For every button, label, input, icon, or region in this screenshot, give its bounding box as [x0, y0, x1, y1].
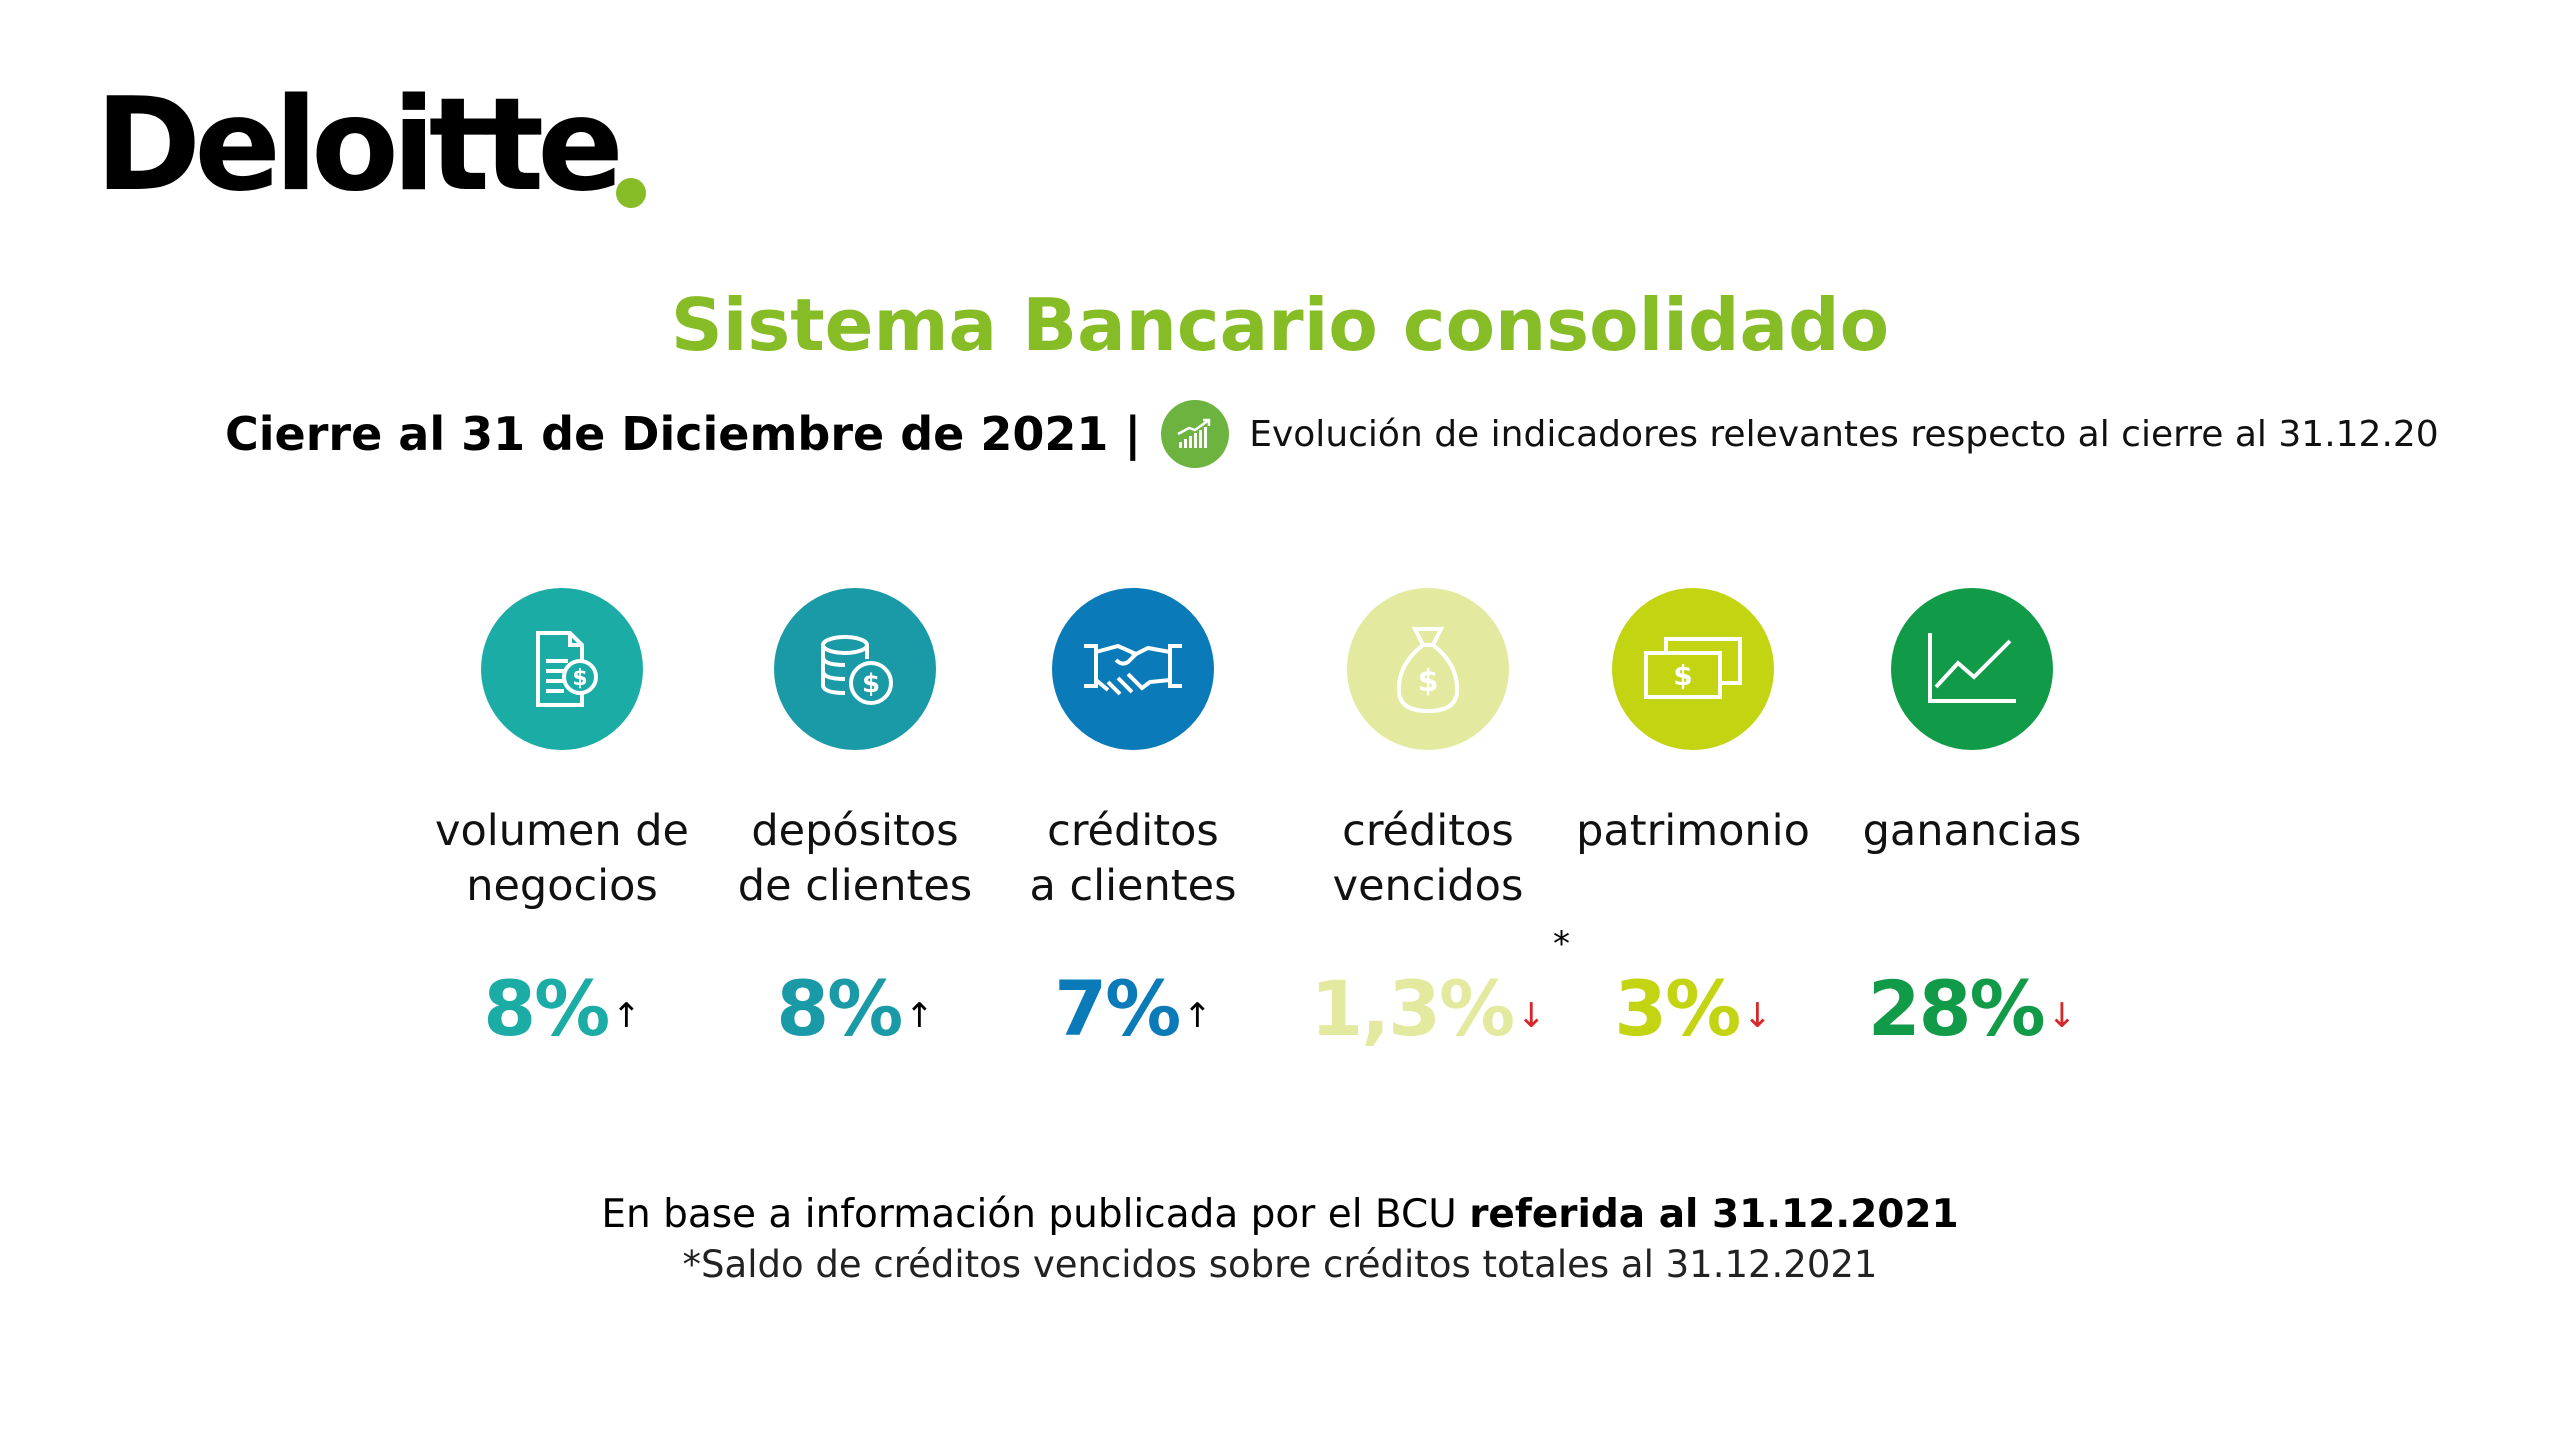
- indicator-circle: [1052, 588, 1214, 750]
- trend-chart-icon: [1161, 400, 1230, 468]
- indicator-label: ganancias: [1862, 806, 2082, 856]
- indicator-value-wrap: 3% ↓: [1543, 964, 1843, 1054]
- indicator-creditos-clientes: créditos a clientes 7% ↑: [983, 588, 1283, 1054]
- svg-text:$: $: [1673, 659, 1692, 692]
- source-note: En base a información publicada por el B…: [601, 1192, 1959, 1237]
- indicator-value-wrap: 28% ↓: [1822, 964, 2122, 1054]
- trend-arrow-icon: ↓: [1517, 996, 1546, 1036]
- trend-arrow-icon: ↑: [1183, 996, 1212, 1036]
- separator: |: [1124, 407, 1142, 461]
- indicator-volumen-negocios: $ volumen de negocios 8% ↑: [412, 588, 712, 1054]
- indicator-creditos-vencidos: $ créditos vencidos 1,3% ↓ *: [1278, 588, 1578, 1054]
- svg-text:$: $: [1418, 664, 1439, 699]
- indicator-value: 7%: [1054, 964, 1181, 1053]
- indicator-value: 8%: [776, 964, 903, 1053]
- svg-text:$: $: [572, 666, 587, 691]
- logo-dot: [616, 178, 646, 208]
- source-date: referida al 31.12.2021: [1469, 1192, 1959, 1237]
- indicator-value-wrap: 8% ↑: [705, 964, 1005, 1054]
- page-title: Sistema Bancario consolidado: [670, 283, 1890, 367]
- indicator-circle: $: [1347, 588, 1509, 750]
- indicator-value: 1,3%: [1310, 964, 1515, 1053]
- svg-text:$: $: [862, 669, 880, 699]
- footnote-marker: *: [1553, 924, 1570, 964]
- indicator-depositos-clientes: $ depósitos de clientes 8% ↑: [705, 588, 1005, 1054]
- indicator-circle: $: [481, 588, 643, 750]
- subtitle-row: Cierre al 31 de Diciembre de 2021 | Evol…: [225, 398, 2439, 470]
- indicator-circle: $: [1612, 588, 1774, 750]
- footnote: *Saldo de créditos vencidos sobre crédit…: [682, 1243, 1878, 1286]
- deloitte-logo: Deloitte: [95, 71, 624, 220]
- trend-arrow-icon: ↓: [1743, 996, 1772, 1036]
- closing-date-heading: Cierre al 31 de Diciembre de 2021: [225, 407, 1109, 461]
- indicator-value-wrap: 8% ↑: [412, 964, 712, 1054]
- indicator-patrimonio: $ patrimonio 3% ↓: [1543, 588, 1843, 1054]
- handshake-icon: [1084, 643, 1182, 696]
- indicator-label: depósitos de clientes: [737, 806, 973, 911]
- indicator-value: 3%: [1614, 964, 1741, 1053]
- indicator-circle: [1891, 588, 2053, 750]
- indicator-ganancias: ganancias 28% ↓: [1822, 588, 2122, 1054]
- indicator-label: volumen de negocios: [435, 806, 689, 911]
- indicator-label: créditos a clientes: [1029, 806, 1237, 911]
- trend-arrow-icon: ↑: [612, 996, 641, 1036]
- indicator-value-wrap: 7% ↑: [983, 964, 1283, 1054]
- indicator-value: 28%: [1867, 964, 2046, 1053]
- evolution-description: Evolución de indicadores relevantes resp…: [1249, 413, 2439, 455]
- trend-arrow-icon: ↓: [2047, 996, 2077, 1036]
- indicator-value-wrap: 1,3% ↓ *: [1278, 924, 1578, 1054]
- money-bag-icon: $: [1396, 627, 1460, 714]
- document-dollar-icon: $: [536, 631, 598, 707]
- banknotes-icon: $: [1644, 637, 1742, 699]
- indicator-value: 8%: [483, 964, 610, 1053]
- indicator-circle: $: [774, 588, 936, 750]
- coins-dollar-icon: $: [821, 635, 893, 705]
- line-chart-icon: [1928, 633, 2016, 703]
- indicator-label: créditos vencidos: [1332, 806, 1524, 911]
- indicator-label: patrimonio: [1576, 806, 1810, 856]
- trend-arrow-icon: ↑: [905, 996, 934, 1036]
